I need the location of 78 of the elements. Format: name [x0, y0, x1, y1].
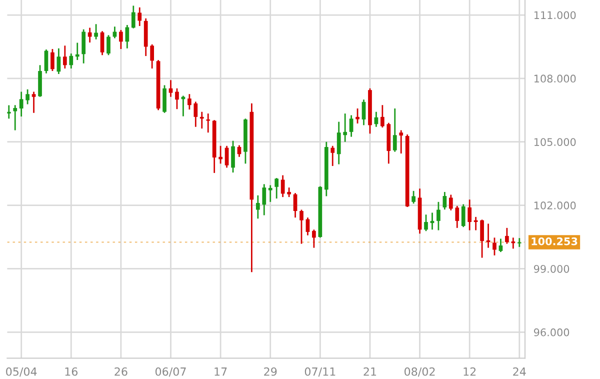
candlestick — [412, 190, 416, 204]
y-tick-label: 99.000 — [534, 264, 570, 273]
candlestick — [480, 218, 484, 258]
candlestick — [106, 34, 110, 56]
x-tick-label: 29 — [264, 367, 277, 376]
x-tick-label: 17 — [214, 368, 227, 376]
candlestick — [56, 48, 61, 75]
candlestick — [194, 101, 198, 128]
candlestick — [13, 104, 18, 131]
candlestick — [442, 191, 447, 210]
candlestick — [336, 121, 341, 165]
candlestick — [200, 111, 204, 130]
y-tick-label: 102.000 — [534, 202, 576, 210]
candlestick — [82, 28, 86, 64]
candlestick — [468, 198, 472, 231]
candlestick — [349, 114, 354, 138]
x-tick-label: 24 — [513, 367, 526, 376]
candlestick — [131, 5, 136, 30]
y-tick-label: 108.000 — [534, 74, 576, 83]
candlestick — [69, 52, 74, 70]
x-tick-label: 07/11 — [304, 367, 336, 377]
candlestick — [280, 174, 285, 198]
candlestick — [19, 91, 24, 118]
candlestick — [492, 236, 496, 256]
x-tick-label: 21 — [364, 367, 376, 376]
candlestick — [168, 79, 173, 98]
x-tick-label: 06/07 — [155, 367, 186, 377]
x-tick-label: 26 — [114, 367, 128, 376]
candlestick — [498, 238, 503, 253]
candlestick — [300, 209, 304, 244]
y-tick-label: 96.000 — [534, 328, 570, 336]
candlestick — [293, 192, 298, 218]
candlestick — [362, 98, 366, 126]
x-tick-label: 16 — [65, 367, 78, 376]
candlestick — [150, 44, 154, 70]
candlestick — [175, 88, 179, 110]
candlestick — [380, 104, 384, 128]
y-tick-label: 105.000 — [534, 138, 576, 146]
candlestick — [306, 216, 310, 236]
candlestick — [224, 145, 229, 168]
x-tick-label: 05/04 — [6, 367, 37, 377]
candlestick — [112, 26, 117, 39]
candlestick — [436, 201, 440, 231]
candlestick — [399, 130, 404, 154]
candlestick — [455, 205, 460, 229]
candlestick — [392, 108, 397, 152]
y-tick-label: 111.000 — [534, 11, 576, 20]
candlestick — [62, 44, 67, 70]
candlestick — [287, 186, 291, 198]
candlestick — [330, 145, 335, 167]
candlestick — [138, 6, 142, 27]
candlestick — [343, 112, 348, 143]
candlestick — [119, 29, 123, 50]
candlestick — [511, 236, 516, 250]
candlestick — [312, 228, 316, 248]
candlestick — [268, 184, 272, 203]
x-tick-label: 12 — [464, 367, 476, 376]
candlestick — [88, 27, 92, 44]
candlestick — [125, 24, 130, 50]
candlestick — [274, 177, 279, 200]
candlestick — [26, 88, 30, 105]
candlestick — [94, 23, 98, 40]
candlestick — [100, 30, 104, 56]
x-tick-label: 08/02 — [404, 367, 435, 377]
candlestick — [461, 204, 466, 228]
candlestick — [505, 227, 509, 244]
candlestick — [32, 91, 36, 114]
candlestick — [256, 194, 260, 220]
candlestick — [50, 48, 54, 72]
candlestick — [517, 237, 522, 248]
candlestick — [448, 194, 453, 212]
candlestick — [162, 84, 166, 114]
candlestick — [44, 48, 48, 74]
candlestick — [188, 93, 192, 110]
candlestick — [424, 214, 428, 232]
candlestick — [262, 183, 266, 216]
candlestick — [231, 140, 235, 174]
ref-line-label: 100.253 — [532, 237, 578, 246]
